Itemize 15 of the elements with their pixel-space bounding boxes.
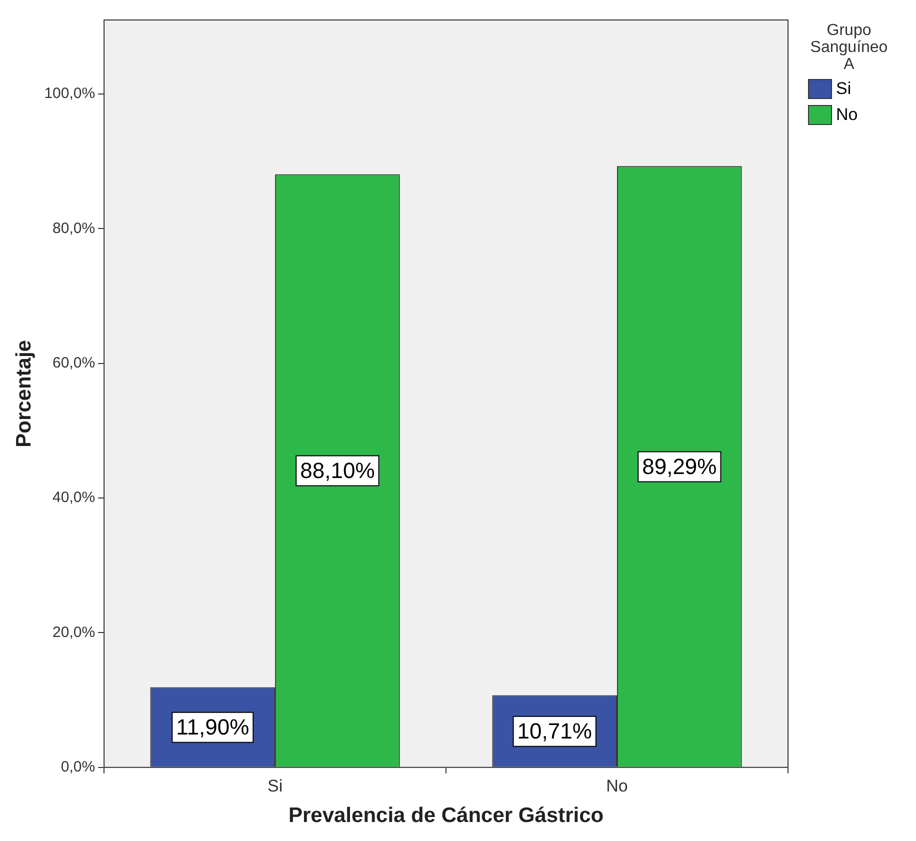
data-label: 11,90% <box>176 714 250 740</box>
data-label: 10,71% <box>517 718 592 744</box>
y-tick-label: 0,0% <box>60 758 96 776</box>
y-axis-title: Porcentaje <box>12 340 36 448</box>
data-label: 89,29% <box>642 454 717 479</box>
x-axis-title: Prevalencia de Cáncer Gástrico <box>288 804 604 828</box>
y-tick-label: 20,0% <box>52 624 96 641</box>
y-tick-label: 80,0% <box>52 220 96 237</box>
legend-label: No <box>836 105 858 125</box>
y-tick-label: 100,0% <box>44 85 96 102</box>
y-tick-label: 40,0% <box>52 489 96 506</box>
data-label: 88,10% <box>300 458 375 483</box>
legend-title: Grupo Sanguíneo A <box>809 22 889 73</box>
y-tick-label: 60,0% <box>52 354 96 372</box>
legend-label: Si <box>836 79 852 99</box>
